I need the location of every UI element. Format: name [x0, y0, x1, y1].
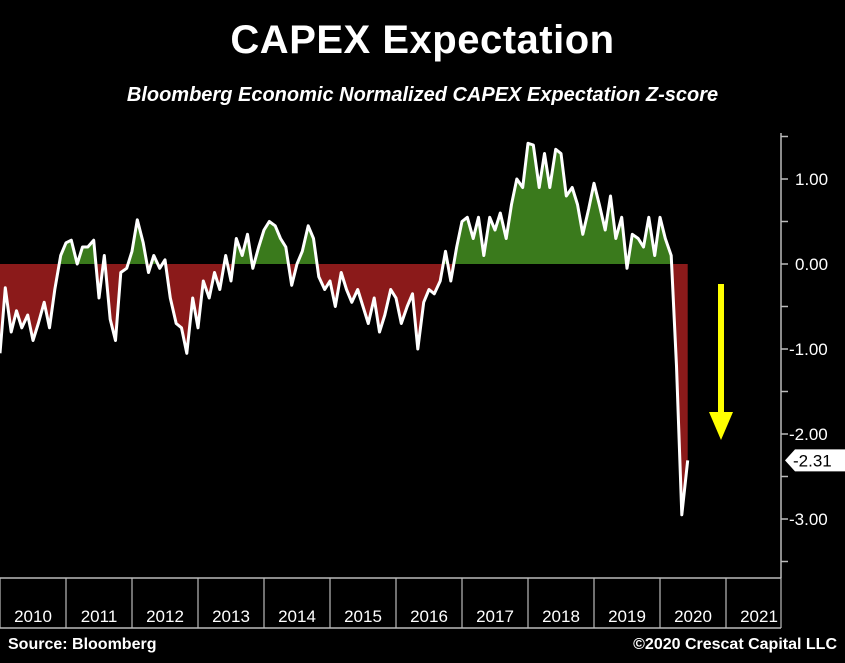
x-tick-label: 2015: [344, 607, 382, 626]
x-tick-label: 2017: [476, 607, 514, 626]
y-tick-label: 1.00: [795, 170, 828, 189]
chart-subtitle: Bloomberg Economic Normalized CAPEX Expe…: [126, 84, 719, 106]
x-tick-label: 2020: [674, 607, 712, 626]
last-value-flag: [785, 449, 845, 472]
x-tick-label: 2011: [81, 607, 118, 626]
x-tick-label: 2016: [410, 607, 448, 626]
down-arrow-shaft: [718, 284, 724, 414]
x-tick-label: 2021: [740, 607, 778, 626]
y-tick-label: 0.00: [795, 255, 828, 274]
y-tick-label: -2.00: [789, 425, 828, 444]
positive-area: [0, 143, 688, 264]
source-label: Source: Bloomberg: [8, 636, 157, 653]
down-arrow-icon: [709, 412, 733, 440]
x-tick-label: 2019: [608, 607, 646, 626]
x-tick-label: 2010: [14, 607, 52, 626]
last-value-label: -2.31: [793, 451, 832, 470]
negative-area: [0, 264, 688, 515]
chart-title: CAPEX Expectation: [230, 18, 615, 62]
x-tick-label: 2018: [542, 607, 580, 626]
x-tick-label: 2014: [278, 607, 316, 626]
copyright-label: ©2020 Crescat Capital LLC: [633, 636, 837, 653]
x-tick-label: 2013: [212, 607, 250, 626]
y-tick-label: -1.00: [789, 340, 828, 359]
series-line: [0, 141, 690, 517]
x-tick-label: 2012: [146, 607, 184, 626]
y-tick-label: -3.00: [789, 510, 828, 529]
